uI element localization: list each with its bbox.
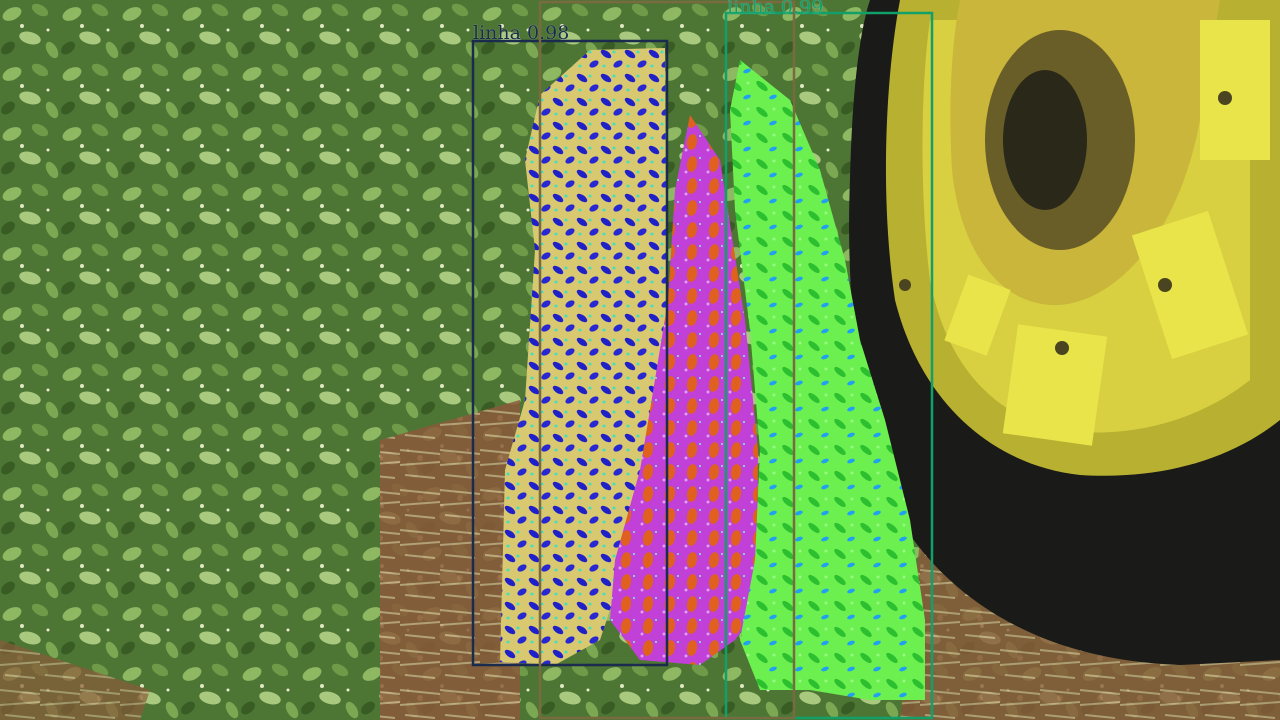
detection-label: linha 0.99 [727, 0, 824, 18]
segmentation-mask [500, 48, 668, 665]
soil-patch [380, 400, 520, 720]
tractor-wheel [849, 0, 1280, 665]
detection-box [538, 0, 796, 720]
segmentation-mask [730, 60, 925, 700]
segmentation-mask [610, 115, 758, 665]
detection-box [471, 39, 669, 667]
detection-label: linha 0.98 [473, 22, 570, 44]
detection-box [724, 11, 934, 720]
soil-patch [0, 640, 150, 720]
